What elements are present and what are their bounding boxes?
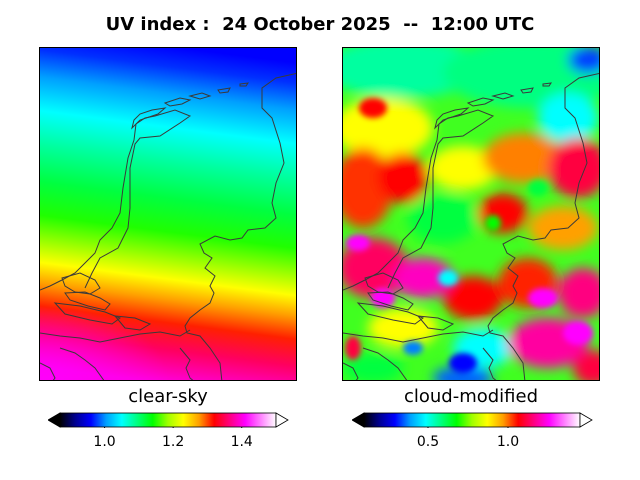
cloud-modified-colorbar	[352, 412, 593, 428]
clear-sky-label: clear-sky	[128, 386, 208, 407]
cloud-modified-label: cloud-modified	[403, 386, 539, 407]
colorbar-tick-label: 0.5	[416, 434, 440, 450]
map-title: UV index : 24 October 2025 -- 12:00 UTC	[105, 14, 535, 35]
colorbar-tick-label: 1.0	[93, 434, 116, 450]
netherlands-coastline	[343, 72, 599, 380]
cloud-modified-map	[342, 47, 600, 381]
netherlands-coastline	[40, 72, 296, 380]
colorbar-tick-label: 1.4	[230, 434, 253, 450]
colorbar-tick-label: 1.2	[162, 434, 185, 450]
colorbar-tick-label: 1.0	[496, 434, 520, 450]
clear-sky-map	[39, 47, 297, 381]
clear-sky-colorbar	[48, 412, 289, 428]
